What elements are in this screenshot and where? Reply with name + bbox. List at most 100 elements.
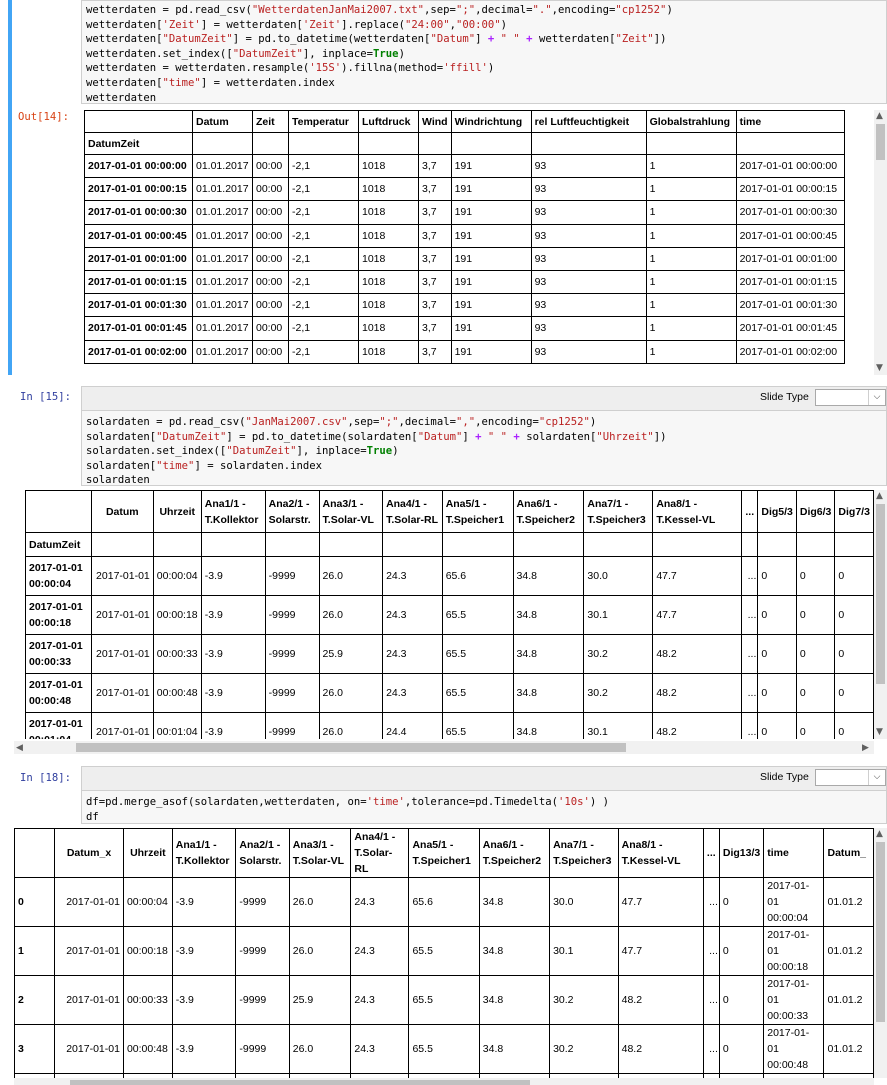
empty-header-cell: [382, 532, 443, 557]
table-cell: 2017-01-01: [90, 556, 154, 596]
index-header-cell: [25, 490, 92, 533]
empty-header-cell: [318, 532, 384, 557]
table-cell: 34.8: [512, 634, 585, 674]
table-cell: 191: [450, 339, 532, 364]
scrollbar-thumb[interactable]: [76, 743, 626, 752]
row-index-cell: 4: [14, 1073, 56, 1078]
cell18-horizontal-scrollbar[interactable]: [14, 1078, 874, 1085]
code-line: df: [86, 810, 99, 823]
row-index-cell: 2: [14, 975, 56, 1025]
scroll-down-arrow-icon[interactable]: ▼: [876, 363, 883, 373]
selected-cell-indicator: [8, 0, 12, 375]
row-index-cell: 2017-01-01 00:01:00: [84, 246, 193, 271]
empty-header-cell: [192, 132, 253, 155]
table-cell: 2017-01-01 00:01:30: [735, 293, 845, 318]
table-cell: 0: [757, 634, 797, 674]
cell18-vertical-scrollbar[interactable]: ▲: [874, 828, 887, 1078]
table-cell: -3.9: [200, 556, 266, 596]
cell14-vertical-scrollbar[interactable]: ▲ ▼: [874, 110, 887, 375]
table-cell: 34.8: [512, 595, 585, 635]
cell15-horizontal-scrollbar[interactable]: ◀ ▶: [14, 741, 874, 754]
table-cell: 34.8: [478, 926, 551, 976]
table-cell: -9999: [235, 877, 290, 927]
cell15-code-editor[interactable]: solardaten = pd.read_csv("JanMai2007.csv…: [81, 410, 887, 486]
scroll-up-arrow-icon[interactable]: ▲: [876, 829, 883, 839]
cell15-output-area[interactable]: Datum Uhrzeit Ana1/1 - T.Kollektor Ana2/1 -S…: [25, 490, 874, 739]
table-cell: 3,7: [418, 200, 452, 225]
table-cell: 2017-01-01 00:00:00: [735, 153, 845, 179]
column-header: Datum: [90, 490, 154, 533]
table-cell: 0: [834, 673, 874, 713]
table-cell: 2017-01-01 00:00:04: [763, 877, 825, 927]
table-cell: 00:00: [252, 293, 289, 318]
table-cell: ...: [741, 634, 759, 674]
table-cell: 93: [530, 293, 647, 318]
table-cell: 1: [645, 316, 737, 341]
code-line: wetterdaten = wetterdaten.resample('15S'…: [86, 62, 495, 75]
table-cell: 0: [757, 556, 797, 596]
table-cell: -9999: [264, 712, 320, 739]
table-cell: 65.5: [441, 712, 514, 739]
cell14-code-editor[interactable]: wetterdaten = pd.read_csv("WetterdatenJa…: [81, 0, 887, 104]
table-cell: 3,7: [418, 316, 452, 341]
table-cell: -9999: [264, 634, 320, 674]
empty-header-cell: [834, 532, 874, 557]
table-cell: 24.3: [350, 926, 410, 976]
slide-type-select[interactable]: ⌵: [815, 769, 886, 786]
code-line: wetterdaten: [86, 91, 157, 104]
code-line: df=pd.merge_asof(solardaten,wetterdaten,…: [86, 796, 610, 808]
table-cell: -3.9: [200, 634, 266, 674]
table-row: 2017-01-01 00:00:15 01.01.2017 00:00 -2,1 10…: [84, 177, 845, 202]
table-cell: 3,7: [418, 246, 452, 271]
table-cell: 48.2: [617, 1073, 704, 1078]
table-cell: 01.01.2017: [192, 223, 253, 248]
empty-header-cell: [795, 532, 836, 557]
table-cell: 65.5: [408, 1024, 480, 1074]
wetterdaten-dataframe: Datum Zeit Temperatur Luftdruck Wind Windrich…: [84, 110, 845, 364]
scroll-down-arrow-icon[interactable]: ▼: [876, 727, 883, 737]
table-cell: 25.9: [288, 975, 352, 1025]
column-header: Ana1/1 - T.Kollektor: [200, 490, 266, 533]
table-cell: 00:00:04: [122, 877, 173, 927]
scrollbar-thumb[interactable]: [876, 504, 885, 684]
cell15-vertical-scrollbar[interactable]: ▲ ▼: [874, 490, 887, 739]
cell18-code-editor[interactable]: df=pd.merge_asof(solardaten,wetterdaten,…: [81, 790, 887, 824]
scroll-up-arrow-icon[interactable]: ▲: [876, 111, 883, 121]
scroll-right-arrow-icon[interactable]: ▶: [862, 743, 869, 753]
scrollbar-thumb[interactable]: [70, 1080, 530, 1085]
table-row: 2017-01-01 00:00:33 2017-01-01 00:00:33 -3.9…: [25, 634, 874, 674]
table-row: 42017-01-0100:01:04-3.9-999926.024.465.5…: [14, 1073, 874, 1078]
table-cell: -3.9: [171, 975, 237, 1025]
table-cell: 1: [645, 223, 737, 248]
table-cell: 1: [645, 269, 737, 295]
table-row: 2017-01-0100:01:042017-01-0100:01:04-3.9…: [25, 712, 874, 739]
row-index-cell: 2017-01-01 00:00:15: [84, 177, 193, 202]
in-prompt-18: In [18]:: [20, 772, 72, 784]
scrollbar-thumb[interactable]: [876, 842, 885, 1022]
column-header: Ana5/1 - T.Speicher1: [408, 828, 480, 878]
table-cell: 01.01.2017: [192, 339, 253, 364]
table-cell: 191: [450, 246, 532, 271]
table-cell: -2,1: [288, 293, 359, 318]
slide-type-select[interactable]: ⌵: [815, 389, 886, 406]
code-line: wetterdaten = pd.read_csv("WetterdatenJa…: [86, 4, 673, 16]
table-cell: 01.01.2017: [192, 153, 253, 179]
table-cell: -2,1: [288, 223, 359, 248]
table-cell: 30.1: [583, 595, 654, 635]
cell18-output-area[interactable]: Datum_x Uhrzeit Ana1/1 - T.Kollektor Ana2/1 …: [14, 828, 874, 1078]
scroll-up-arrow-icon[interactable]: ▲: [876, 491, 883, 501]
scrollbar-thumb[interactable]: [876, 124, 885, 160]
table-cell: 65.6: [408, 877, 480, 927]
table-cell: 2017-01-01 00:00:45: [735, 223, 845, 248]
table-cell: 93: [530, 200, 647, 225]
code-line: solardaten: [86, 474, 150, 486]
table-cell: 2017-01-01 00:01:45: [735, 316, 845, 341]
scroll-left-arrow-icon[interactable]: ◀: [16, 743, 23, 753]
table-cell: 2017-01-01 00:00:48: [763, 1024, 825, 1074]
chevron-down-icon: ⌵: [868, 390, 885, 405]
table-cell: -3.9: [200, 712, 266, 739]
table-cell: -3.9: [200, 595, 266, 635]
table-cell: -9999: [235, 975, 290, 1025]
table-cell: 34.8: [512, 712, 585, 739]
cell14-output-area[interactable]: Datum Zeit Temperatur Luftdruck Wind Windrich…: [84, 110, 874, 375]
